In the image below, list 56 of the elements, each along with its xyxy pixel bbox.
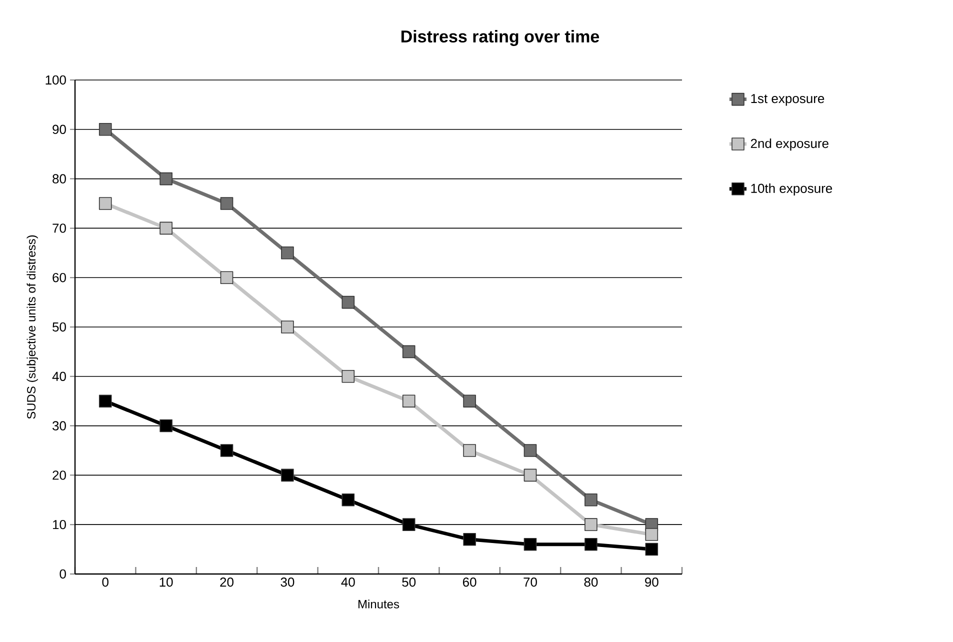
x-tick-label: 60 — [462, 578, 476, 587]
x-tick-label: 10 — [160, 578, 173, 587]
y-tick-label: 80 — [52, 174, 66, 184]
y-tick-label: 100 — [46, 75, 66, 85]
point — [281, 246, 294, 260]
point — [402, 345, 416, 358]
point — [160, 172, 172, 186]
point — [98, 197, 112, 210]
x-tick-label: 80 — [584, 578, 598, 587]
point — [524, 468, 537, 482]
point — [584, 493, 598, 506]
y-axis-title: SUDS (subjective units of distress) — [26, 235, 38, 419]
point — [220, 271, 234, 284]
x-tick-label: 20 — [220, 578, 234, 587]
point — [281, 320, 294, 334]
x-tick-label: 30 — [280, 578, 294, 587]
legend-label: 2nd exposure — [750, 138, 828, 151]
point — [524, 444, 537, 457]
point — [220, 444, 234, 457]
legend-label: 10th exposure — [751, 183, 832, 196]
y-tick-label: 40 — [52, 372, 66, 381]
point — [524, 538, 537, 551]
point — [645, 542, 658, 556]
point — [342, 370, 355, 383]
y-tick-label: 50 — [52, 322, 66, 332]
point — [584, 538, 598, 551]
point — [342, 296, 355, 309]
x-tick-label: 40 — [341, 578, 355, 587]
y-tick-label: 20 — [52, 470, 66, 480]
point — [281, 468, 294, 482]
y-tick-label: 30 — [52, 421, 66, 430]
point — [645, 528, 658, 541]
point — [463, 533, 476, 546]
x-tick-label: 0 — [102, 578, 108, 587]
x-tick-label: 50 — [402, 578, 416, 587]
chart-title: Distress rating over time — [401, 30, 600, 46]
y-tick-label: 60 — [52, 272, 66, 282]
point — [220, 197, 234, 210]
y-tick-label: 10 — [53, 520, 66, 530]
point — [463, 394, 476, 408]
point — [342, 493, 355, 506]
point — [463, 444, 476, 457]
point — [98, 122, 112, 136]
point — [402, 518, 416, 531]
y-tick-label: 90 — [52, 124, 66, 134]
y-tick-label: 70 — [52, 224, 66, 233]
x-axis-title: Minutes — [358, 600, 400, 608]
x-tick-label: 70 — [524, 578, 537, 587]
legend-label: 1st exposure — [751, 94, 824, 106]
y-tick-label: 0 — [60, 569, 66, 579]
point — [402, 394, 416, 408]
point — [98, 394, 112, 408]
point — [160, 419, 172, 432]
point — [584, 518, 598, 531]
x-tick-label: 90 — [645, 578, 658, 587]
point — [160, 222, 172, 235]
